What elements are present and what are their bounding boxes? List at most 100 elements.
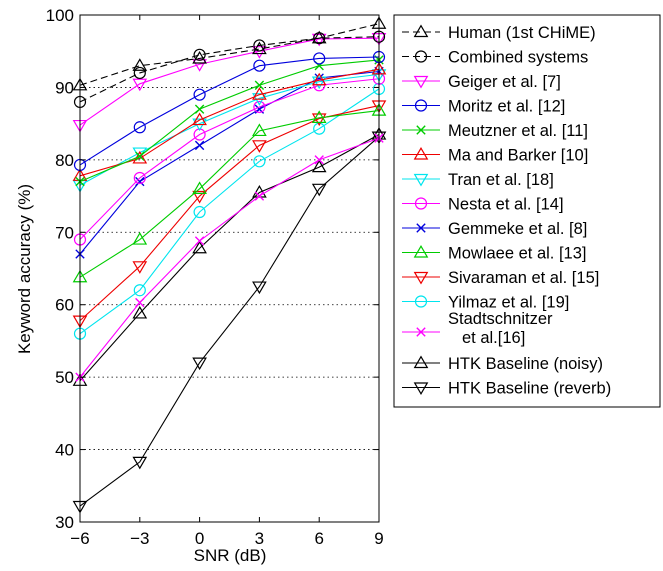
triangle-down-marker (192, 190, 207, 204)
legend-item-13: HTK Baseline (noisy) (402, 355, 603, 373)
legend-label: Geiger et al. [7] (448, 73, 561, 91)
legend-item-14: HTK Baseline (reverb) (402, 380, 611, 398)
x-tick-label: −3 (130, 529, 149, 548)
legend-label: HTK Baseline (noisy) (448, 355, 603, 373)
x-marker (416, 223, 426, 233)
triangle-up-marker (413, 24, 429, 38)
series-line (79, 59, 380, 183)
legend-item-7: Nesta et al. [14] (402, 196, 564, 214)
triangle-down-marker (132, 78, 148, 92)
triangle-down-marker (311, 33, 327, 47)
series-line (79, 88, 380, 335)
x-marker (416, 125, 426, 135)
triangle-up-marker (311, 72, 327, 86)
legend-label: Ma and Barker [10] (448, 147, 588, 165)
y-tick-label: 60 (55, 296, 74, 315)
circle-marker (193, 48, 206, 61)
series-12 (75, 133, 384, 382)
x-tick-label: 3 (255, 529, 264, 548)
triangle-up-marker (252, 87, 267, 100)
legend-label: Nesta et al. [14] (448, 196, 564, 214)
triangle-down-marker (192, 59, 207, 72)
legend-item-5: Ma and Barker [10] (402, 147, 588, 165)
circle-marker (313, 122, 326, 135)
triangle-up-marker (192, 50, 207, 64)
triangle-down-marker (252, 46, 267, 59)
triangle-up-marker (311, 110, 327, 123)
x-marker (135, 297, 145, 308)
axis-ticks: 30 40 50 60 70 80 90 100 −6 −3 0 3 6 9 (46, 6, 384, 548)
legend-item-10: Sivaraman et al. [15] (402, 269, 599, 287)
x-marker (194, 236, 205, 246)
y-tick-label: 80 (55, 151, 74, 170)
triangle-down-marker (413, 173, 429, 187)
legend-item-2: Geiger et al. [7] (402, 73, 561, 91)
legend-label: Stadtschnitzer (448, 310, 553, 328)
series-line (79, 36, 380, 103)
legend-item-3: Moritz et al. [12] (402, 98, 565, 116)
series-line (79, 78, 380, 240)
circle-marker (414, 50, 428, 63)
circle-marker (414, 295, 428, 308)
x-marker (254, 191, 265, 201)
triangle-up-marker (252, 41, 267, 55)
legend-label: Gemmeke et al. [8] (448, 220, 587, 238)
circle-marker (193, 205, 206, 219)
y-tick-label: 40 (55, 441, 74, 460)
y-axis-label: Keyword accuracy (%) (15, 184, 34, 354)
x-marker (194, 140, 205, 151)
legend-label: Yilmaz et al. [19] (448, 294, 569, 312)
plot-frame (79, 14, 380, 523)
triangle-up-marker (132, 58, 148, 71)
circle-marker (133, 121, 146, 134)
series-2 (72, 33, 387, 133)
legend-item-4: Meutzner et al. [11] (402, 122, 588, 140)
triangle-up-marker (311, 30, 327, 44)
legend-label: Meutzner et al. [11] (448, 122, 588, 140)
legend-item-1: Combined systems (402, 49, 588, 67)
series-line (79, 110, 380, 278)
x-marker (194, 104, 205, 114)
triangle-down-marker (252, 281, 267, 295)
circle-marker (193, 88, 206, 101)
triangle-up-marker (413, 355, 429, 369)
series-line (79, 136, 380, 507)
legend-box (393, 14, 661, 408)
x-marker (254, 80, 265, 90)
triangle-up-marker (192, 240, 207, 254)
y-tick-label: 30 (55, 513, 74, 532)
x-marker (416, 327, 426, 337)
legend-label: Sivaraman et al. [15] (448, 269, 599, 287)
legend-item-9: Mowlaee et al. [13] (402, 245, 587, 263)
triangle-down-marker (413, 382, 429, 395)
y-tick-label: 50 (55, 368, 74, 387)
y-tick-label: 100 (46, 6, 74, 25)
legend-label: Combined systems (448, 49, 588, 67)
triangle-down-marker (311, 183, 327, 197)
legend-item-6: Tran et al. [18] (402, 171, 554, 189)
triangle-down-marker (252, 140, 267, 153)
triangle-up-marker (132, 232, 148, 245)
circle-marker (133, 66, 146, 80)
y-tick-label: 90 (55, 78, 74, 97)
triangle-down-marker (132, 456, 148, 470)
circle-marker (313, 52, 326, 65)
legend-label: et al.[16] (462, 329, 525, 347)
circle-marker (414, 99, 428, 112)
x-marker (135, 151, 145, 161)
legend-label: Mowlaee et al. [13] (448, 245, 587, 263)
series-line (79, 70, 380, 255)
legend-label: Moritz et al. [12] (448, 98, 565, 116)
legend-label: Human (1st CHiME) (448, 24, 596, 42)
triangle-up-marker (132, 305, 148, 319)
x-axis-label: SNR (dB) (194, 546, 267, 565)
legend-item-11: Yilmaz et al. [19] (402, 294, 569, 312)
triangle-down-marker (132, 261, 148, 274)
triangle-down-marker (413, 271, 429, 285)
triangle-down-marker (311, 113, 327, 127)
series-line (79, 23, 380, 86)
triangle-down-marker (192, 357, 207, 371)
legend-item-0: Human (1st CHiME) (402, 24, 596, 42)
